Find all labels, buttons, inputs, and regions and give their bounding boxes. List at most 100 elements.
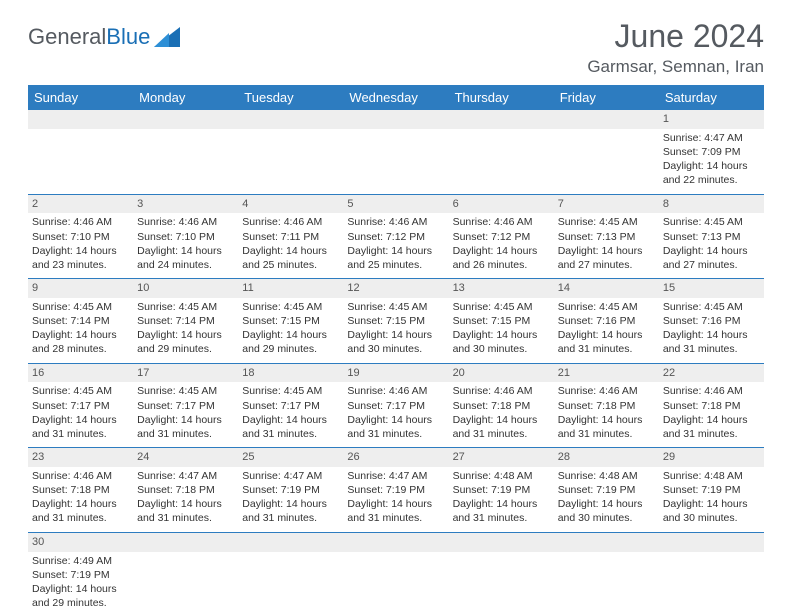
- day-number-cell: 30: [28, 532, 133, 551]
- sunset-text: Sunset: 7:10 PM: [137, 230, 234, 244]
- day-number-cell: 25: [238, 448, 343, 467]
- day-number-row: 30: [28, 532, 764, 551]
- sunset-text: Sunset: 7:14 PM: [32, 314, 129, 328]
- daylight-text: Daylight: 14 hours and 31 minutes.: [347, 497, 444, 525]
- weekday-header: Wednesday: [343, 85, 448, 110]
- sunset-text: Sunset: 7:13 PM: [663, 230, 760, 244]
- logo-text-1: General: [28, 24, 106, 50]
- logo: GeneralBlue: [28, 24, 180, 50]
- logo-text-2: Blue: [106, 24, 150, 50]
- day-number-cell: 11: [238, 279, 343, 298]
- daylight-text: Daylight: 14 hours and 31 minutes.: [242, 413, 339, 441]
- day-number-row: 1: [28, 110, 764, 129]
- day-number-cell: 4: [238, 194, 343, 213]
- sunset-text: Sunset: 7:18 PM: [558, 399, 655, 413]
- sunset-text: Sunset: 7:16 PM: [558, 314, 655, 328]
- day-number-row: 9101112131415: [28, 279, 764, 298]
- sunrise-text: Sunrise: 4:47 AM: [137, 469, 234, 483]
- daylight-text: Daylight: 14 hours and 31 minutes.: [137, 497, 234, 525]
- day-detail-cell: [554, 552, 659, 616]
- day-number-cell: [343, 110, 448, 129]
- sunrise-text: Sunrise: 4:48 AM: [663, 469, 760, 483]
- daylight-text: Daylight: 14 hours and 29 minutes.: [32, 582, 129, 610]
- sunrise-text: Sunrise: 4:46 AM: [32, 469, 129, 483]
- sunrise-text: Sunrise: 4:46 AM: [663, 384, 760, 398]
- calendar-table: SundayMondayTuesdayWednesdayThursdayFrid…: [28, 85, 764, 616]
- day-number-cell: [28, 110, 133, 129]
- day-detail-cell: Sunrise: 4:45 AMSunset: 7:13 PMDaylight:…: [659, 213, 764, 278]
- daylight-text: Daylight: 14 hours and 30 minutes.: [453, 328, 550, 356]
- day-number-cell: 14: [554, 279, 659, 298]
- day-detail-cell: Sunrise: 4:46 AMSunset: 7:17 PMDaylight:…: [343, 382, 448, 447]
- day-number-cell: 2: [28, 194, 133, 213]
- day-number-cell: 15: [659, 279, 764, 298]
- day-detail-cell: Sunrise: 4:46 AMSunset: 7:18 PMDaylight:…: [28, 467, 133, 532]
- daylight-text: Daylight: 14 hours and 30 minutes.: [663, 497, 760, 525]
- day-number-cell: [343, 532, 448, 551]
- daylight-text: Daylight: 14 hours and 28 minutes.: [32, 328, 129, 356]
- day-number-cell: 28: [554, 448, 659, 467]
- day-detail-cell: Sunrise: 4:47 AMSunset: 7:19 PMDaylight:…: [343, 467, 448, 532]
- sunset-text: Sunset: 7:15 PM: [242, 314, 339, 328]
- day-detail-cell: Sunrise: 4:46 AMSunset: 7:18 PMDaylight:…: [449, 382, 554, 447]
- day-detail-cell: [343, 129, 448, 194]
- day-number-cell: [238, 110, 343, 129]
- daylight-text: Daylight: 14 hours and 31 minutes.: [137, 413, 234, 441]
- sunset-text: Sunset: 7:18 PM: [663, 399, 760, 413]
- day-detail-cell: Sunrise: 4:47 AMSunset: 7:19 PMDaylight:…: [238, 467, 343, 532]
- daylight-text: Daylight: 14 hours and 31 minutes.: [663, 328, 760, 356]
- sunset-text: Sunset: 7:13 PM: [558, 230, 655, 244]
- day-number-cell: [133, 110, 238, 129]
- title-block: June 2024 Garmsar, Semnan, Iran: [587, 18, 764, 77]
- sunrise-text: Sunrise: 4:45 AM: [558, 215, 655, 229]
- day-detail-cell: Sunrise: 4:45 AMSunset: 7:15 PMDaylight:…: [343, 298, 448, 363]
- day-number-cell: 17: [133, 363, 238, 382]
- day-detail-cell: Sunrise: 4:49 AMSunset: 7:19 PMDaylight:…: [28, 552, 133, 616]
- day-detail-cell: [238, 129, 343, 194]
- sunset-text: Sunset: 7:19 PM: [32, 568, 129, 582]
- sunrise-text: Sunrise: 4:45 AM: [347, 300, 444, 314]
- daylight-text: Daylight: 14 hours and 29 minutes.: [137, 328, 234, 356]
- day-detail-cell: Sunrise: 4:45 AMSunset: 7:14 PMDaylight:…: [28, 298, 133, 363]
- weekday-header: Sunday: [28, 85, 133, 110]
- sunrise-text: Sunrise: 4:47 AM: [242, 469, 339, 483]
- day-detail-cell: Sunrise: 4:45 AMSunset: 7:15 PMDaylight:…: [449, 298, 554, 363]
- sunset-text: Sunset: 7:17 PM: [137, 399, 234, 413]
- day-detail-cell: Sunrise: 4:46 AMSunset: 7:10 PMDaylight:…: [28, 213, 133, 278]
- sunrise-text: Sunrise: 4:45 AM: [663, 300, 760, 314]
- sunset-text: Sunset: 7:19 PM: [558, 483, 655, 497]
- day-detail-cell: Sunrise: 4:46 AMSunset: 7:18 PMDaylight:…: [659, 382, 764, 447]
- sunset-text: Sunset: 7:17 PM: [32, 399, 129, 413]
- day-detail-cell: Sunrise: 4:46 AMSunset: 7:18 PMDaylight:…: [554, 382, 659, 447]
- sunrise-text: Sunrise: 4:46 AM: [453, 215, 550, 229]
- sunrise-text: Sunrise: 4:46 AM: [347, 215, 444, 229]
- sunrise-text: Sunrise: 4:45 AM: [32, 300, 129, 314]
- weekday-header: Tuesday: [238, 85, 343, 110]
- daylight-text: Daylight: 14 hours and 27 minutes.: [663, 244, 760, 272]
- day-detail-cell: [238, 552, 343, 616]
- sunset-text: Sunset: 7:12 PM: [347, 230, 444, 244]
- daylight-text: Daylight: 14 hours and 31 minutes.: [663, 413, 760, 441]
- daylight-text: Daylight: 14 hours and 27 minutes.: [558, 244, 655, 272]
- sunset-text: Sunset: 7:14 PM: [137, 314, 234, 328]
- daylight-text: Daylight: 14 hours and 23 minutes.: [32, 244, 129, 272]
- day-number-cell: [449, 532, 554, 551]
- day-detail-cell: Sunrise: 4:48 AMSunset: 7:19 PMDaylight:…: [449, 467, 554, 532]
- sunset-text: Sunset: 7:17 PM: [242, 399, 339, 413]
- sunset-text: Sunset: 7:10 PM: [32, 230, 129, 244]
- sunset-text: Sunset: 7:17 PM: [347, 399, 444, 413]
- day-detail-cell: Sunrise: 4:46 AMSunset: 7:12 PMDaylight:…: [343, 213, 448, 278]
- location: Garmsar, Semnan, Iran: [587, 57, 764, 77]
- day-detail-cell: [133, 552, 238, 616]
- day-number-cell: 10: [133, 279, 238, 298]
- sunrise-text: Sunrise: 4:48 AM: [558, 469, 655, 483]
- day-detail-cell: Sunrise: 4:45 AMSunset: 7:17 PMDaylight:…: [28, 382, 133, 447]
- sunrise-text: Sunrise: 4:45 AM: [242, 384, 339, 398]
- daylight-text: Daylight: 14 hours and 31 minutes.: [453, 413, 550, 441]
- sunrise-text: Sunrise: 4:45 AM: [453, 300, 550, 314]
- day-number-cell: 8: [659, 194, 764, 213]
- daylight-text: Daylight: 14 hours and 31 minutes.: [242, 497, 339, 525]
- day-detail-cell: Sunrise: 4:47 AMSunset: 7:09 PMDaylight:…: [659, 129, 764, 194]
- sunset-text: Sunset: 7:15 PM: [347, 314, 444, 328]
- sunrise-text: Sunrise: 4:47 AM: [347, 469, 444, 483]
